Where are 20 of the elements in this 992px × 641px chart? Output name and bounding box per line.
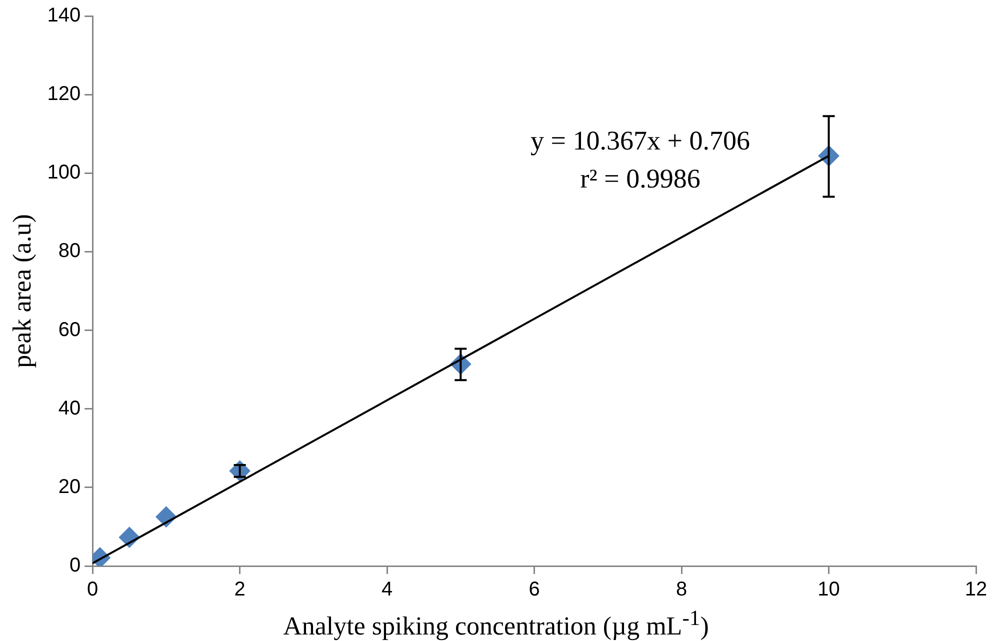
x-tick-label: 2	[234, 578, 246, 601]
x-tick-label: 10	[818, 578, 840, 601]
y-tick-label: 0	[69, 554, 81, 577]
y-tick-label: 120	[47, 83, 81, 106]
annotation: y = 10.367x + 0.706	[530, 126, 750, 156]
y-tick-label: 20	[58, 476, 81, 498]
y-tick-label: 60	[58, 318, 81, 341]
x-tick-label: 6	[528, 578, 540, 601]
annotation: r² = 0.9986	[580, 164, 700, 194]
x-tick-label: 12	[964, 578, 988, 601]
point	[229, 460, 250, 482]
y-axis-title: peak area (a.u)	[7, 214, 36, 368]
y-tick-label: 100	[47, 162, 81, 184]
y-tick-label: 140	[47, 4, 81, 27]
x-tick-label: 8	[676, 578, 688, 601]
x-tick-label: 0	[87, 578, 98, 601]
x-tick-label: 4	[381, 578, 393, 601]
x-axis-title: Analyte spiking concentration (µg mL$^{-1}$)	[282, 606, 710, 641]
y-tick-label: 80	[58, 240, 81, 262]
y-tick-label: 40	[58, 397, 81, 420]
